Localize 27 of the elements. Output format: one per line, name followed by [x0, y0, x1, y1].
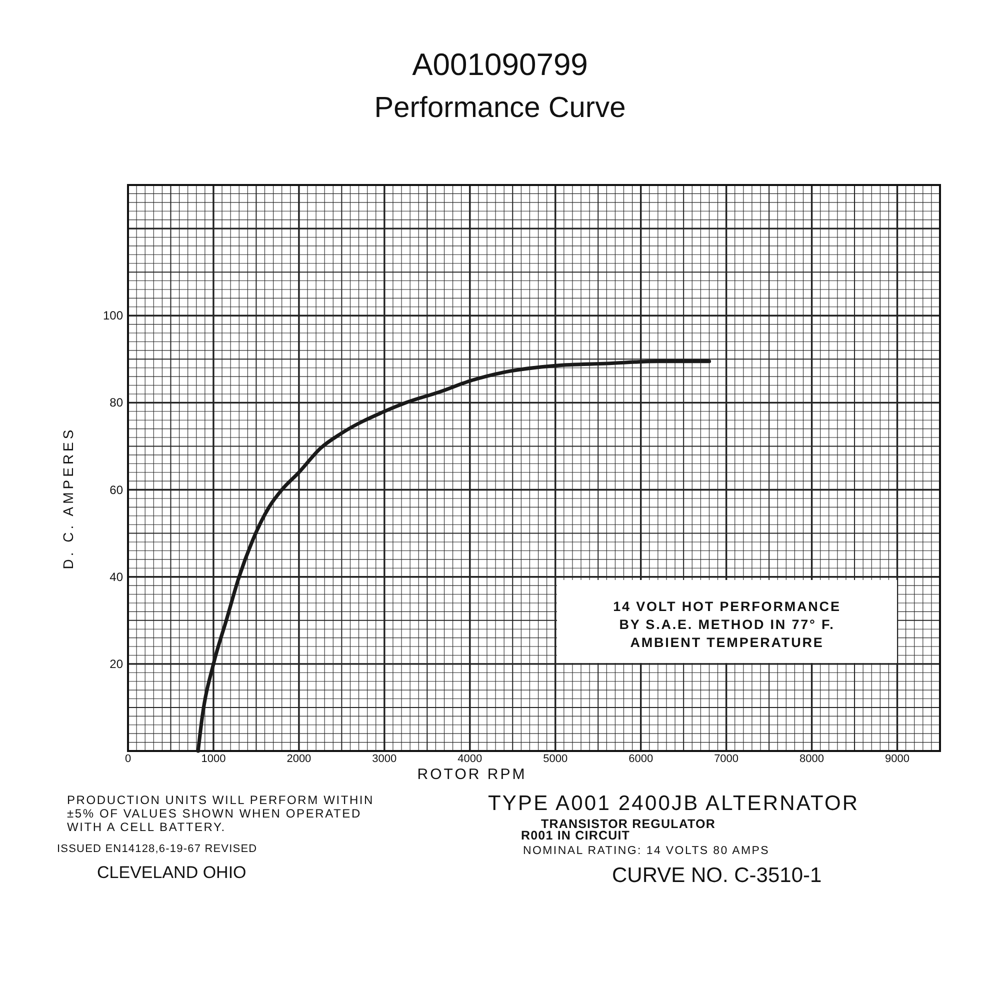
y-tick-label: 80 [110, 396, 124, 410]
x-tick-label: 0 [124, 753, 132, 765]
x-tick-label: 9000 [885, 753, 910, 765]
text: CURVE NO. C-3510-1 [612, 864, 822, 887]
text: CLEVELAND OHIO [97, 863, 246, 882]
y-tick-label: 20 [110, 656, 124, 671]
x-tick-label: 8000 [800, 753, 824, 765]
annotation: 14 VOLT HOT PERFORMANCE BY S.A.E. METHOD IN 77° F. AMBIENT TEMPERATURE [613, 599, 841, 650]
x-tick-label: 5000 [543, 753, 568, 765]
text: NOMINAL RATING: 14 VOLTS 80 AMPS [523, 845, 770, 857]
x-axis-title: ROTOR RPM [417, 766, 527, 783]
x-tick-label: 1000 [201, 753, 226, 765]
y-axis-title: D. C. AMPERES [60, 426, 76, 570]
x-tick-label: 4000 [458, 753, 482, 765]
text: TYPE A001 2400JB ALTERNATOR [488, 792, 860, 815]
x-tick-label: 3000 [372, 753, 397, 765]
text: TRANSISTOR REGULATOR R001 IN CIRCUIT [521, 817, 716, 842]
x-tick-label: 6000 [628, 753, 654, 765]
text: ISSUED EN14128,6-19-67 REVISED [57, 843, 258, 855]
y-tick-label: 100 [102, 308, 124, 323]
y-tick-label: 60 [110, 482, 124, 497]
chart-subtitle: Performance Curve [374, 92, 626, 124]
chart-title: A001090799 [412, 47, 588, 82]
y-tick-label: 40 [110, 570, 124, 584]
x-tick-label: 7000 [714, 753, 739, 765]
text: PRODUCTION UNITS WILL PERFORM WITHIN ±5% OF VALUES SHOWN WHEN OPERATED WITH A CELL BATTERY. [67, 793, 374, 834]
x-tick-label: 2000 [286, 753, 312, 765]
